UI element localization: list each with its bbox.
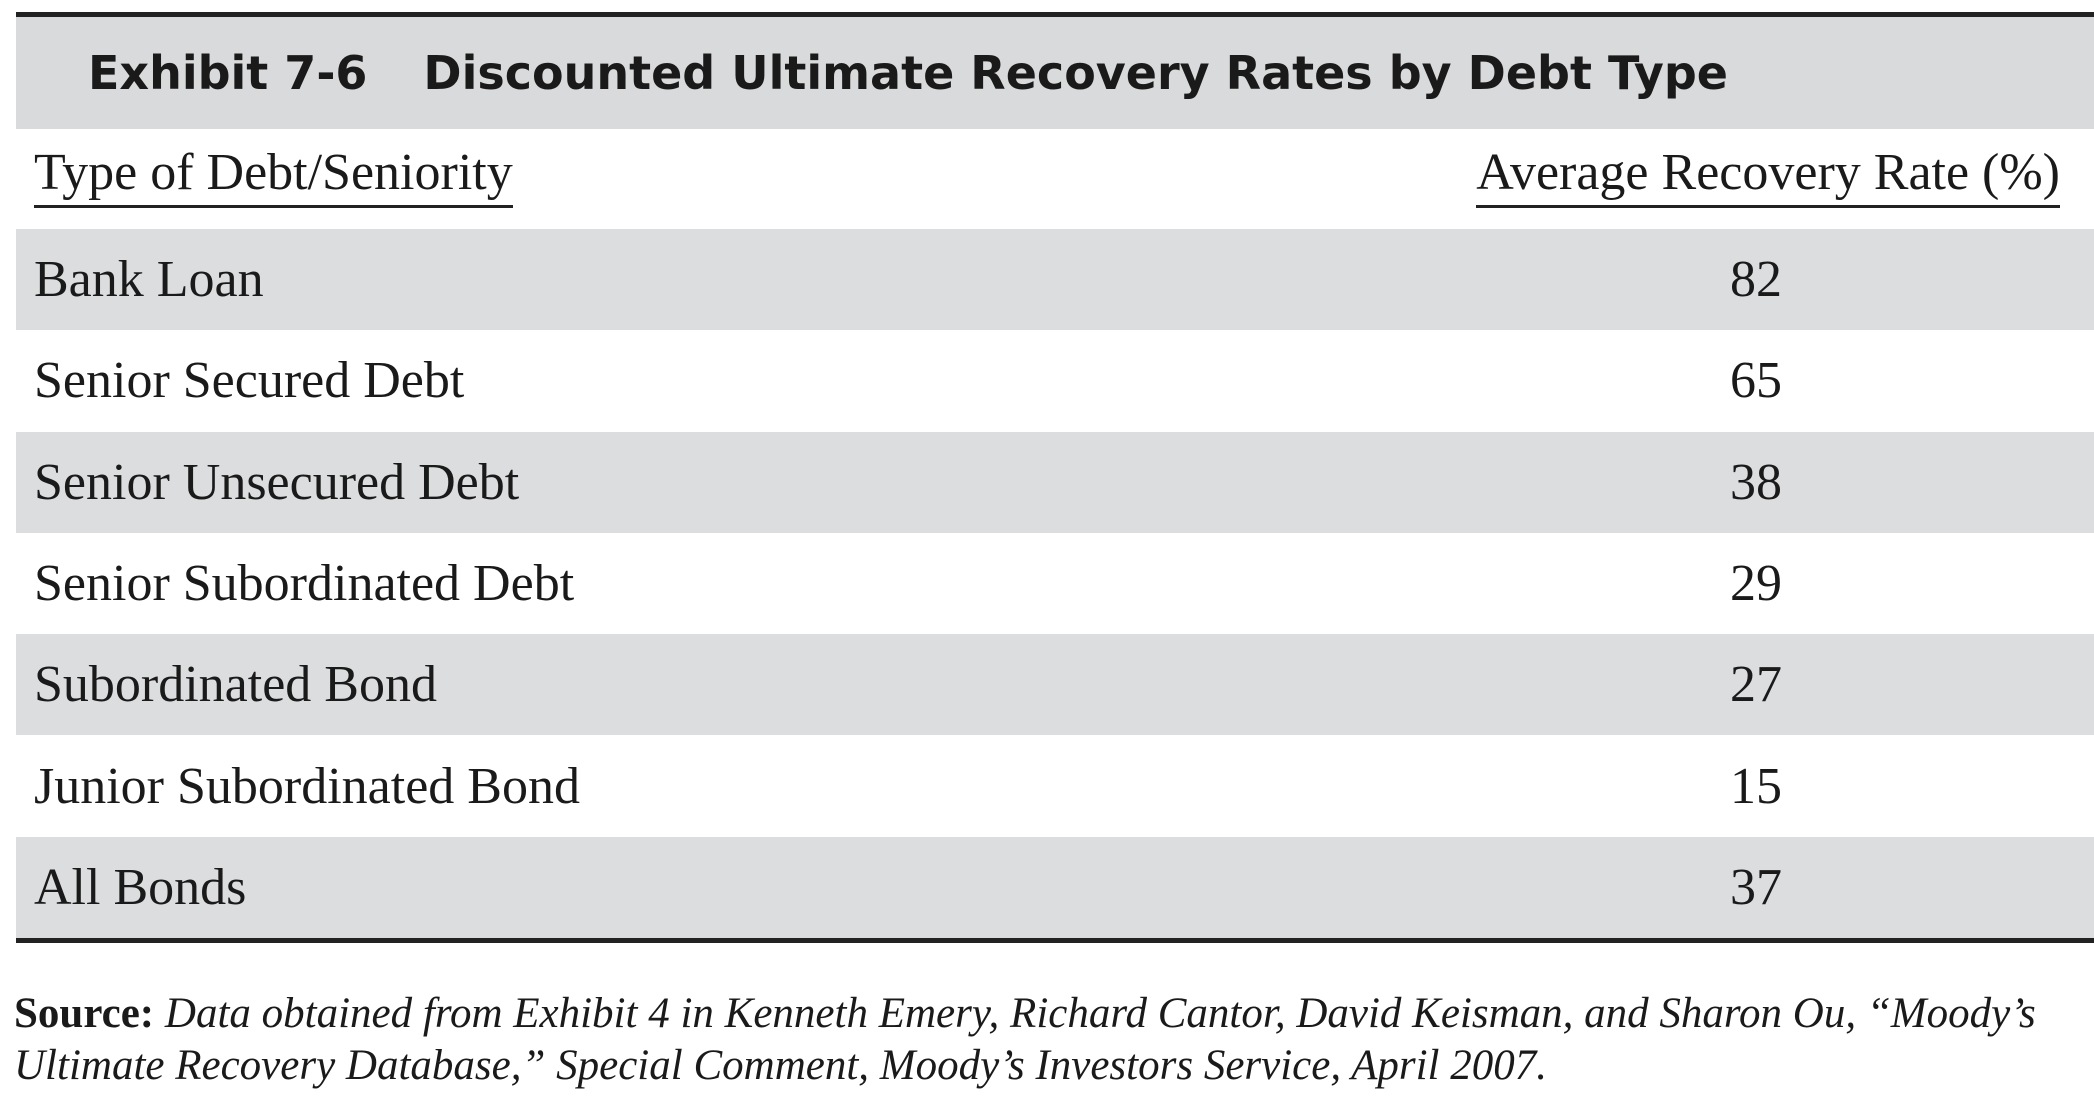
- cell-recovery-rate: 37: [1730, 858, 1782, 916]
- table-row: Senior Unsecured Debt 38: [16, 431, 2094, 533]
- table-header-row: Type of Debt/Seniority Average Recovery …: [16, 129, 2094, 229]
- table-row: Senior Subordinated Debt 29: [16, 533, 2094, 634]
- cell-recovery-rate: 38: [1730, 453, 1782, 511]
- header-average-recovery-rate: Average Recovery Rate (%): [1476, 143, 2060, 208]
- source-label: Source:: [14, 990, 155, 1037]
- table-row: Senior Secured Debt 65: [16, 330, 2094, 431]
- header-type-of-debt: Type of Debt/Seniority: [34, 143, 513, 208]
- exhibit-title: Discounted Ultimate Recovery Rates by De…: [423, 46, 1728, 100]
- top-rule: [16, 12, 2094, 17]
- table-row: Junior Subordinated Bond 15: [16, 735, 2094, 836]
- source-text: Data obtained from Exhibit 4 in Kenneth …: [14, 990, 2036, 1089]
- table-row: Subordinated Bond 27: [16, 634, 2094, 736]
- cell-recovery-rate: 15: [1730, 757, 1782, 815]
- cell-debt-type: Bank Loan: [34, 251, 264, 309]
- cell-debt-type: All Bonds: [34, 858, 247, 916]
- cell-recovery-rate: 27: [1730, 656, 1782, 714]
- cell-recovery-rate: 29: [1730, 555, 1782, 613]
- table-row: All Bonds 37: [16, 836, 2094, 939]
- cell-debt-type: Senior Unsecured Debt: [34, 453, 520, 511]
- cell-recovery-rate: 82: [1730, 251, 1782, 309]
- cell-debt-type: Subordinated Bond: [34, 656, 437, 714]
- cell-recovery-rate: 65: [1730, 352, 1782, 410]
- bottom-rule: [16, 938, 2094, 944]
- exhibit-table: Exhibit 7-6 Discounted Ultimate Recovery…: [16, 12, 2094, 944]
- cell-debt-type: Senior Secured Debt: [34, 352, 465, 410]
- exhibit-title-bar: Exhibit 7-6 Discounted Ultimate Recovery…: [16, 17, 2094, 129]
- exhibit-number: Exhibit 7-6: [88, 46, 368, 100]
- cell-debt-type: Junior Subordinated Bond: [34, 757, 580, 815]
- table-row: Bank Loan 82: [16, 229, 2094, 331]
- source-note: Source: Data obtained from Exhibit 4 in …: [14, 988, 2074, 1092]
- cell-debt-type: Senior Subordinated Debt: [34, 555, 575, 613]
